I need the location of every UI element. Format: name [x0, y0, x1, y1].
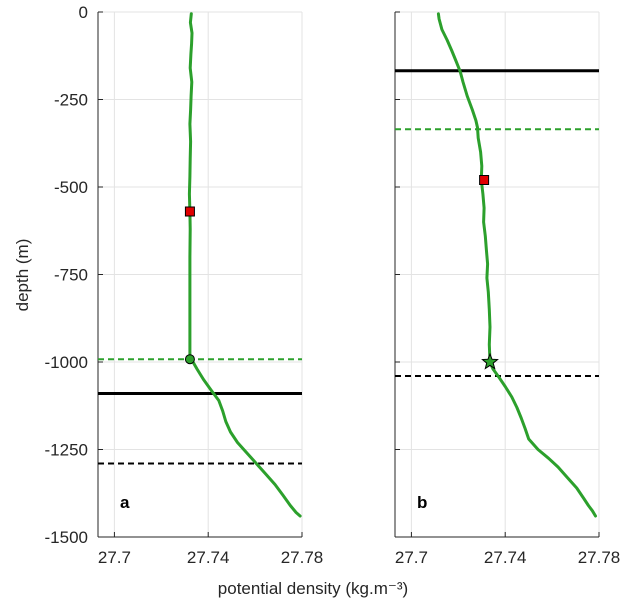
x-tick-label: 27.78: [578, 548, 620, 567]
x-tick-label: 27.7: [98, 548, 131, 567]
y-tick-label: -1250: [45, 441, 88, 460]
panel-letter: b: [417, 493, 427, 512]
density-profile-line: [436, 12, 597, 518]
y-tick-label: -1000: [45, 353, 88, 372]
y-tick-label: -250: [54, 91, 88, 110]
y-tick-label: -500: [54, 178, 88, 197]
x-axis-label: potential density (kg.m⁻³): [218, 579, 408, 598]
circle-marker: [184, 354, 195, 365]
x-tick-label: 27.74: [187, 548, 230, 567]
y-axis-label: depth (m): [13, 239, 32, 312]
density-profile-line: [187, 12, 302, 518]
panel-b: 27.7 27.74 27.78 b: [394, 11, 620, 567]
x-tick-label: 27.7: [395, 548, 428, 567]
y-tick-label: -1500: [45, 528, 88, 547]
square-marker: [184, 206, 195, 217]
square-marker: [479, 175, 490, 185]
x-tick-label: 27.78: [281, 548, 324, 567]
x-tick-label: 27.74: [484, 548, 527, 567]
y-tick-label: 0: [79, 3, 88, 22]
y-tick-label: -750: [54, 266, 88, 285]
panel-letter: a: [120, 493, 130, 512]
panel-a: 0 -250 -500 -750 -1000 -1250 -1500 27.7 27.74 27.…: [45, 3, 324, 567]
star-marker: [481, 352, 499, 370]
